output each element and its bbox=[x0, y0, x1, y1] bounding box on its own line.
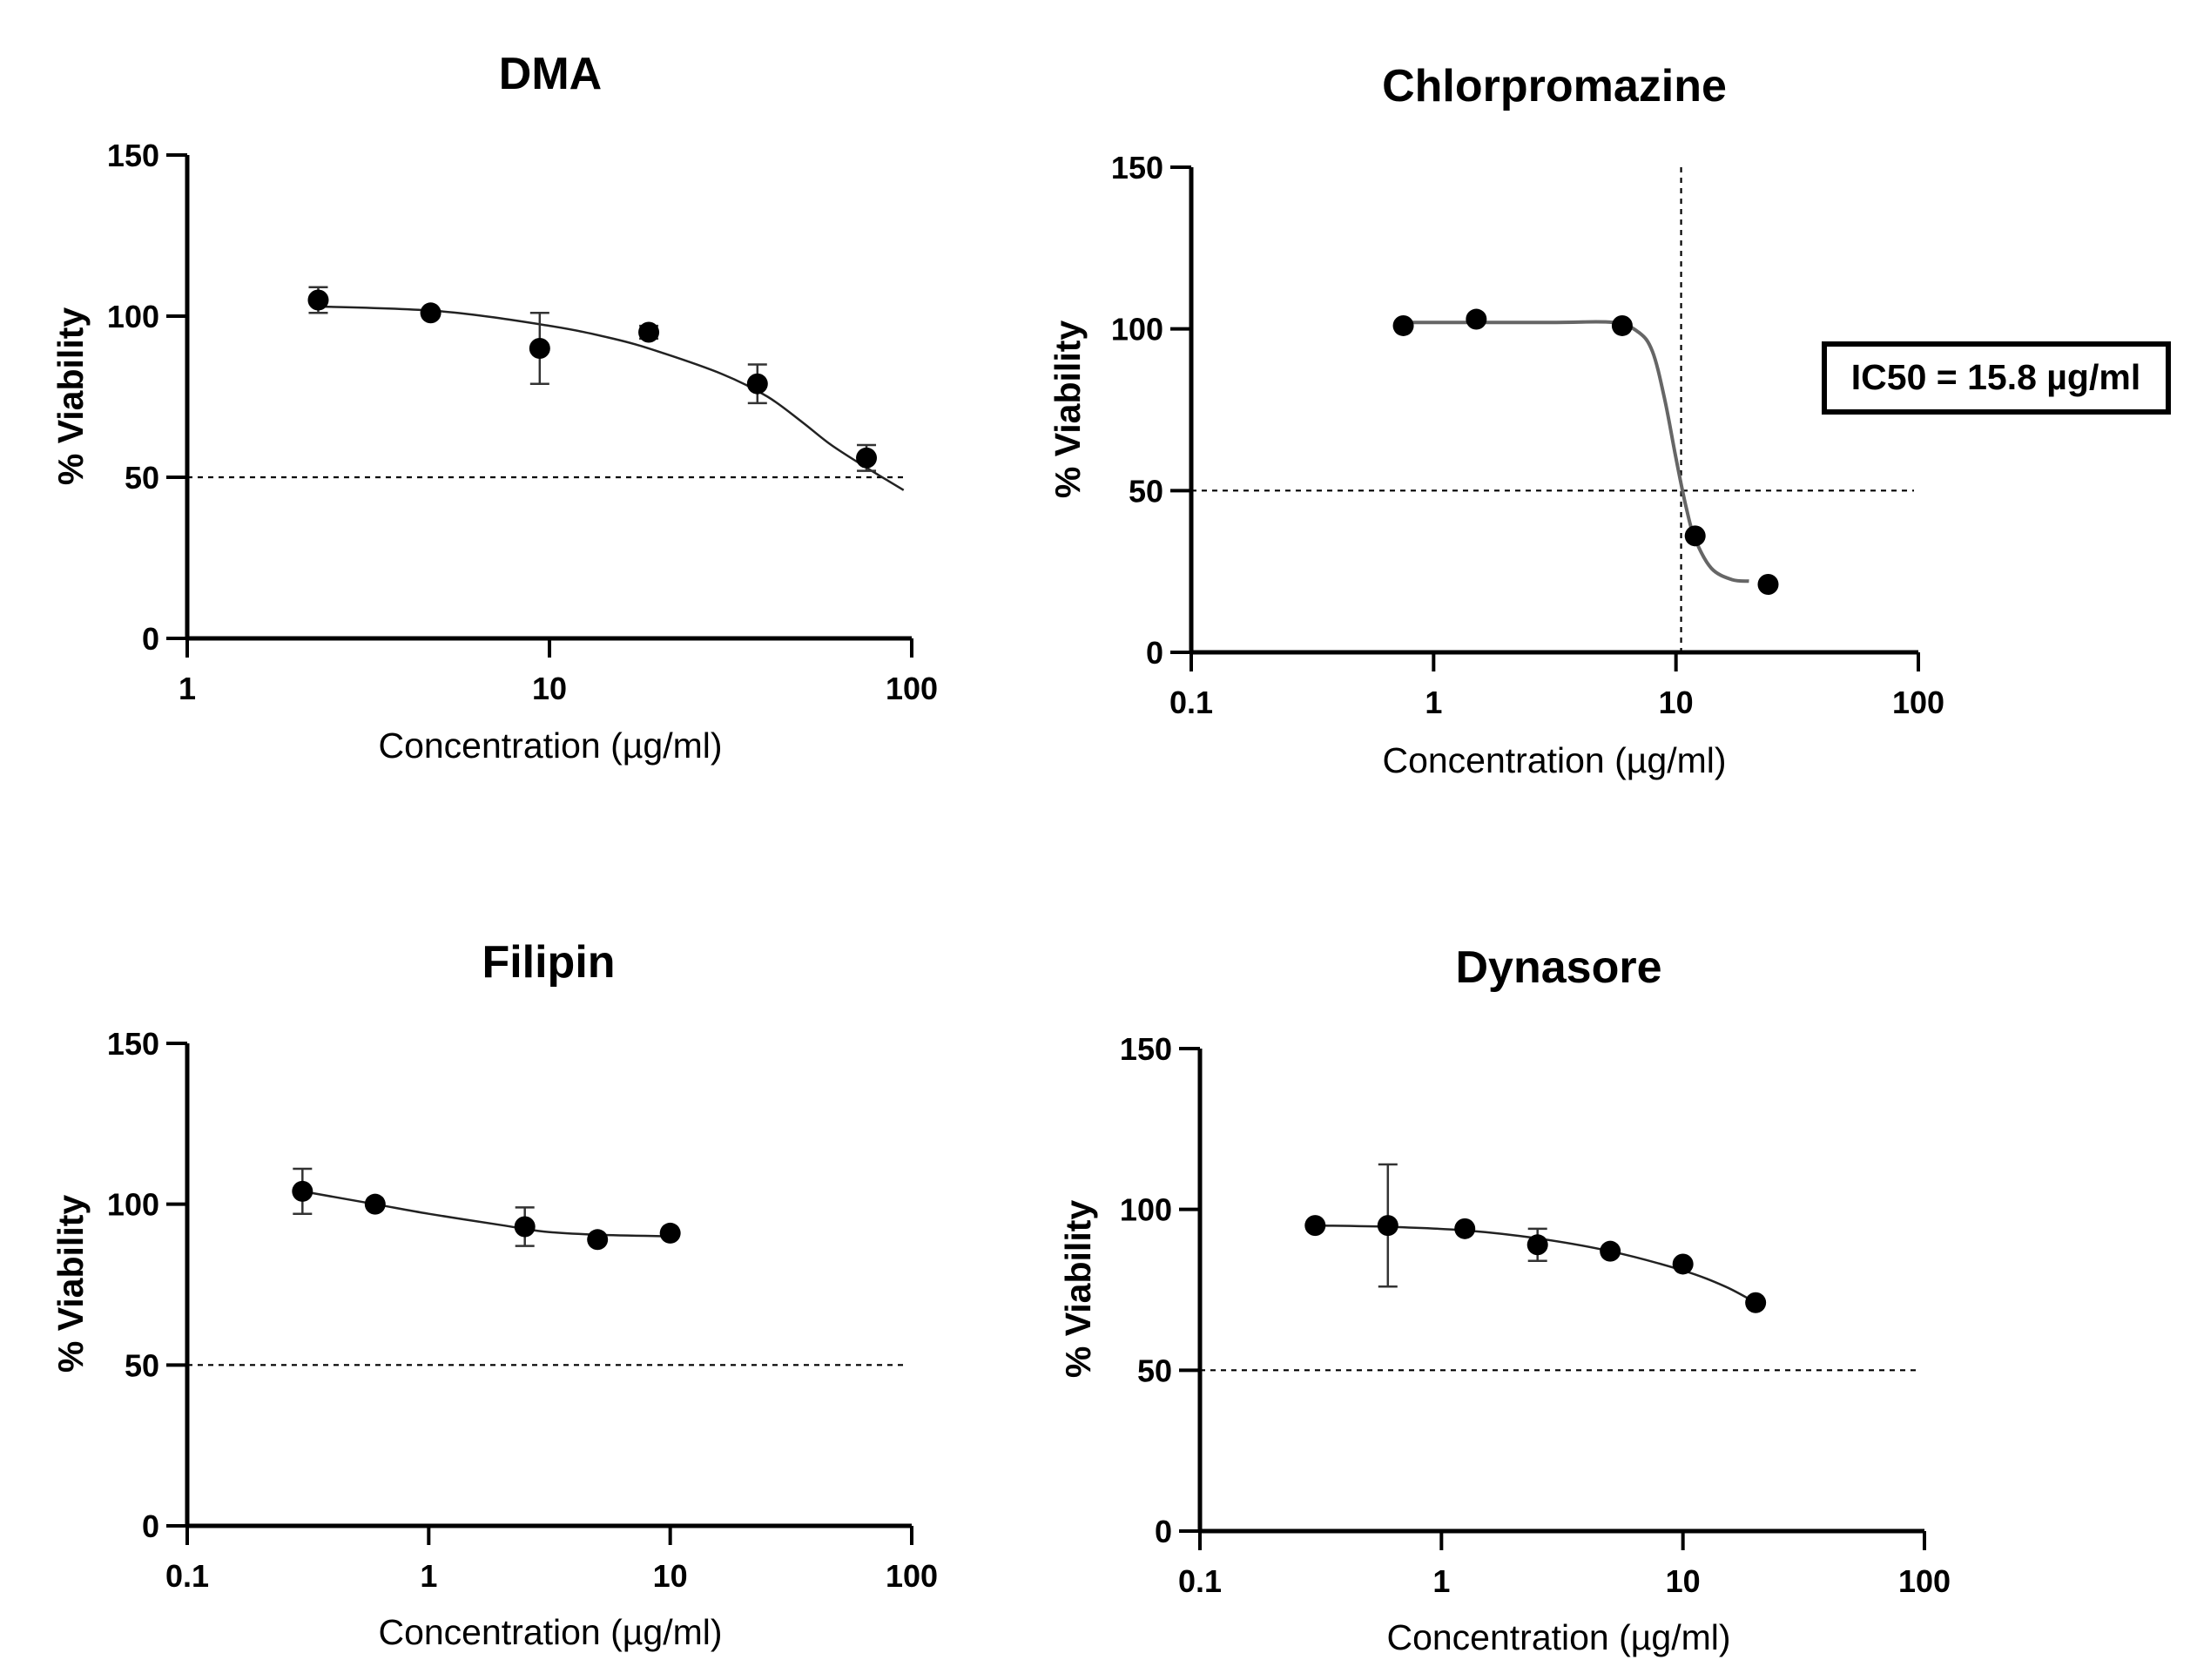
x-axis-label: Concentration (µg/ml) bbox=[1386, 1617, 1730, 1657]
x-tick-label: 0.1 bbox=[1169, 685, 1213, 720]
ic50-annotation: IC50 = 15.8 µg/ml bbox=[1822, 341, 2171, 415]
data-point bbox=[1745, 1292, 1767, 1313]
data-point bbox=[529, 338, 550, 359]
x-tick-label: 10 bbox=[532, 671, 567, 706]
y-tick-label: 0 bbox=[1146, 635, 1163, 671]
chlorpromazine-panel: Chlorpromazine Concentration (µg/ml) % V… bbox=[1048, 61, 2171, 780]
fit-curve bbox=[302, 1190, 671, 1238]
data-point bbox=[420, 302, 441, 324]
data-point bbox=[307, 289, 329, 311]
x-tick-label: 1 bbox=[420, 1558, 437, 1594]
y-tick-label: 150 bbox=[1120, 1031, 1172, 1067]
data-point bbox=[1611, 314, 1633, 336]
x-tick-label: 10 bbox=[653, 1558, 688, 1594]
y-tick-label: 100 bbox=[1120, 1192, 1172, 1228]
data-point bbox=[1600, 1240, 1621, 1262]
y-tick-label: 150 bbox=[1111, 150, 1163, 186]
x-tick-label: 100 bbox=[1892, 685, 1944, 720]
data-point bbox=[746, 373, 768, 395]
y-axis-label: % Viability bbox=[51, 307, 91, 486]
data-point bbox=[638, 321, 660, 343]
y-tick-label: 50 bbox=[1129, 473, 1163, 509]
y-tick-label: 100 bbox=[1111, 312, 1163, 347]
ic50-annotation-box bbox=[1822, 341, 2171, 415]
x-axis-label: Concentration (µg/ml) bbox=[1382, 740, 1726, 780]
data-point bbox=[856, 447, 878, 469]
data-point bbox=[1466, 308, 1487, 330]
x-tick-label: 100 bbox=[886, 671, 938, 706]
y-tick-label: 50 bbox=[125, 460, 159, 496]
x-tick-label: 0.1 bbox=[1178, 1563, 1222, 1599]
x-tick-label: 100 bbox=[1898, 1563, 1951, 1599]
data-point bbox=[364, 1193, 386, 1215]
data-point bbox=[1454, 1218, 1476, 1239]
y-tick-label: 150 bbox=[107, 138, 159, 173]
data-point bbox=[1684, 525, 1706, 547]
chart-title: Chlorpromazine bbox=[1382, 61, 1727, 111]
x-tick-label: 10 bbox=[1666, 1563, 1701, 1599]
y-tick-label: 100 bbox=[107, 1187, 159, 1223]
data-point bbox=[659, 1222, 681, 1244]
y-tick-label: 0 bbox=[1155, 1514, 1172, 1549]
data-point bbox=[1757, 574, 1779, 596]
data-point bbox=[514, 1216, 536, 1238]
dma-panel: DMA Concentration (µg/ml) % Viability 0 5… bbox=[51, 49, 938, 766]
y-tick-label: 50 bbox=[125, 1347, 159, 1383]
y-axis-label: % Viability bbox=[1058, 1200, 1098, 1379]
chart-title: Dynasore bbox=[1456, 942, 1662, 993]
y-tick-label: 150 bbox=[107, 1026, 159, 1062]
chart-title: DMA bbox=[499, 49, 602, 99]
x-axis-label: Concentration (µg/ml) bbox=[378, 1612, 722, 1652]
x-tick-label: 0.1 bbox=[165, 1558, 209, 1594]
data-point bbox=[1392, 314, 1414, 336]
data-point bbox=[587, 1229, 609, 1251]
dynasore-panel: Dynasore Concentration (µg/ml) % Viabili… bbox=[1058, 942, 1951, 1657]
data-point bbox=[292, 1180, 313, 1202]
fit-curve bbox=[1403, 320, 1749, 584]
y-tick-label: 100 bbox=[107, 299, 159, 334]
data-point bbox=[1304, 1215, 1326, 1237]
x-tick-label: 10 bbox=[1659, 685, 1694, 720]
ic50-annotation-text: IC50 = 15.8 µg/ml bbox=[1851, 357, 2140, 397]
x-tick-label: 1 bbox=[179, 671, 196, 706]
x-axis-label: Concentration (µg/ml) bbox=[378, 725, 722, 766]
chart-title: Filipin bbox=[482, 937, 615, 988]
x-tick-label: 1 bbox=[1425, 685, 1442, 720]
y-tick-label: 50 bbox=[1137, 1353, 1172, 1388]
data-point bbox=[1526, 1234, 1548, 1256]
y-axis-label: % Viability bbox=[1048, 320, 1088, 499]
y-tick-label: 0 bbox=[142, 1508, 159, 1544]
x-tick-label: 100 bbox=[886, 1558, 938, 1594]
y-axis-label: % Viability bbox=[51, 1195, 91, 1373]
data-point bbox=[1672, 1253, 1694, 1275]
x-tick-label: 1 bbox=[1432, 1563, 1450, 1599]
data-point bbox=[1377, 1215, 1398, 1237]
filipin-panel: Filipin Concentration (µg/ml) % Viabilit… bbox=[51, 937, 938, 1652]
y-tick-label: 0 bbox=[142, 621, 159, 657]
fit-curve bbox=[318, 305, 905, 491]
